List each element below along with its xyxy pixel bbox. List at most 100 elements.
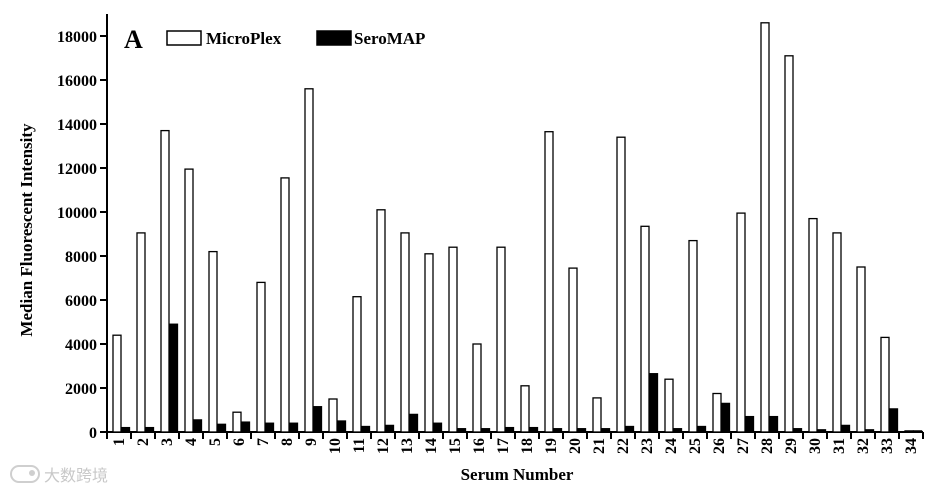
y-axis: 0 2000 4000 6000 8000 10000 12000 14000 16000 180…	[57, 14, 108, 442]
bar-seromap-15	[456, 428, 467, 433]
watermark-text: 大数跨境	[44, 468, 109, 485]
bar-microplex-4	[184, 168, 194, 433]
bar-seromap-11	[360, 425, 371, 433]
x-tick-label: 15	[447, 438, 464, 454]
y-tick-label: 0	[89, 425, 97, 442]
bar-seromap-34	[912, 430, 923, 433]
bar-microplex-22	[616, 136, 626, 433]
bar-microplex-8	[280, 177, 290, 433]
bar-microplex-27	[736, 212, 746, 433]
bar-microplex-13	[400, 232, 410, 433]
bar-seromap-19	[552, 428, 563, 433]
x-tick-label: 31	[831, 438, 848, 454]
bar-seromap-25	[696, 425, 707, 433]
x-tick-label: 18	[519, 438, 536, 454]
bar-seromap-20	[576, 428, 587, 433]
x-tick-label: 7	[255, 438, 272, 446]
bar-seromap-2	[144, 426, 155, 433]
y-tick-label: 12000	[57, 161, 97, 178]
x-tick-label: 4	[183, 438, 200, 446]
x-tick-label: 30	[807, 438, 824, 454]
bar-microplex-20	[568, 267, 578, 433]
bar-seromap-14	[432, 422, 443, 433]
legend-label-microplex: MicroPlex	[206, 29, 282, 48]
x-tick-label: 5	[207, 438, 224, 446]
x-tick-label: 28	[759, 438, 776, 454]
bar-seromap-17	[504, 426, 515, 433]
bar-microplex-33	[880, 336, 890, 433]
bar-seromap-21	[600, 428, 611, 433]
bar-microplex-17	[496, 246, 506, 433]
x-tick-label: 32	[855, 438, 872, 454]
bar-seromap-24	[672, 428, 683, 433]
bar-microplex-29	[784, 55, 794, 433]
bar-seromap-22	[624, 425, 635, 433]
bar-seromap-32	[864, 429, 875, 433]
x-tick-label: 24	[663, 438, 680, 454]
bar-microplex-32	[856, 266, 866, 433]
bar-microplex-21	[592, 397, 602, 433]
bar-seromap-5	[216, 423, 227, 433]
bar-seromap-8	[288, 422, 299, 433]
x-tick-label: 33	[879, 438, 896, 454]
bar-microplex-31	[832, 232, 842, 433]
bar-microplex-3	[160, 129, 170, 433]
bar-microplex-19	[544, 131, 554, 433]
bar-microplex-34	[904, 430, 914, 433]
y-tick-label: 6000	[65, 293, 97, 310]
bar-seromap-30	[816, 429, 827, 433]
bar-microplex-18	[520, 385, 530, 433]
bar-seromap-29	[792, 428, 803, 433]
bar-microplex-25	[688, 239, 698, 433]
panel-label: A	[124, 25, 143, 54]
x-tick-label: 10	[327, 438, 344, 454]
x-tick-label: 13	[399, 438, 416, 454]
x-tick-label: 19	[543, 438, 560, 454]
legend-swatch-seromap	[316, 30, 352, 46]
x-tick-label: 8	[279, 438, 296, 446]
x-tick-label: 14	[423, 438, 440, 454]
watermark-logo-icon	[10, 465, 40, 483]
bar-seromap-1	[120, 426, 131, 433]
x-tick-label: 9	[303, 438, 320, 446]
bar-seromap-18	[528, 426, 539, 433]
bar-seromap-28	[768, 415, 779, 433]
y-tick-label: 8000	[65, 249, 97, 266]
x-tick-label: 12	[375, 438, 392, 454]
bar-seromap-12	[384, 424, 395, 433]
bar-microplex-30	[808, 217, 818, 433]
legend-label-seromap: SeroMAP	[354, 29, 425, 48]
bar-seromap-26	[720, 402, 731, 433]
x-tick-label: 26	[711, 438, 728, 454]
x-tick-label: 34	[903, 438, 920, 454]
y-tick-label: 4000	[65, 337, 97, 354]
bar-seromap-31	[840, 424, 851, 433]
bar-seromap-16	[480, 428, 491, 433]
x-axis-title: Serum Number	[461, 465, 574, 484]
bar-seromap-4	[192, 419, 203, 433]
bar-microplex-5	[208, 250, 218, 433]
y-tick-label: 14000	[57, 117, 97, 134]
x-tick-label: 29	[783, 438, 800, 454]
bar-microplex-6	[232, 411, 242, 433]
y-tick-label: 16000	[57, 73, 97, 90]
x-tick-label: 25	[687, 438, 704, 454]
bar-microplex-12	[376, 209, 386, 433]
bar-seromap-7	[264, 422, 275, 433]
bar-microplex-2	[136, 232, 146, 433]
bar-microplex-28	[760, 22, 770, 433]
bar-microplex-9	[304, 88, 314, 433]
bar-seromap-3	[168, 323, 179, 433]
bars	[112, 22, 923, 433]
y-axis-title: Median Fluorescent Intensity	[17, 123, 36, 337]
bar-microplex-7	[256, 281, 266, 433]
bar-seromap-23	[648, 373, 659, 433]
legend: MicroPlex SeroMAP	[166, 29, 425, 48]
bar-microplex-1	[112, 334, 122, 433]
bar-seromap-13	[408, 413, 419, 433]
x-tick-label: 2	[135, 438, 152, 446]
x-tick-label: 1	[111, 438, 128, 446]
x-tick-label: 22	[615, 438, 632, 454]
bar-microplex-16	[472, 343, 482, 433]
